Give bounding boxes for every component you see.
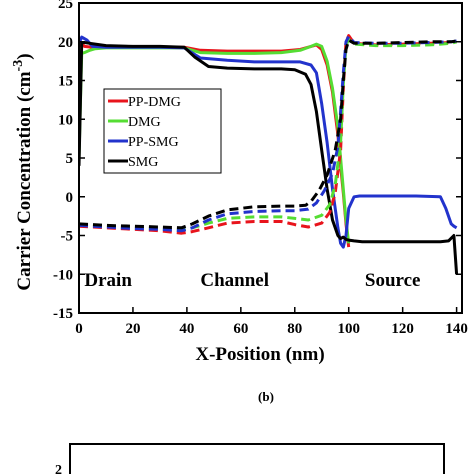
y-tick-label: -5 xyxy=(61,229,74,245)
panel-caption: (b) xyxy=(258,389,274,404)
y-axis-title-close: ) xyxy=(14,53,35,59)
series-line-smg xyxy=(79,41,459,275)
region-annotations: Drain Channel Source xyxy=(84,270,420,291)
next-panel-frame xyxy=(69,443,445,474)
region-label-drain: Drain xyxy=(84,270,132,291)
y-tick-label: 5 xyxy=(66,151,74,167)
x-tick-label: 0 xyxy=(75,321,83,337)
series-line-dashed-7 xyxy=(79,38,457,230)
next-panel-tick-label: 2 xyxy=(55,463,62,474)
y-axis-title: Carrier Concentration (cm-3) xyxy=(11,53,35,290)
svg-text:Carrier Concentration (cm-3): Carrier Concentration (cm-3) xyxy=(11,53,35,290)
series-group xyxy=(79,34,459,275)
x-tick-label: 60 xyxy=(233,321,248,337)
region-label-source: Source xyxy=(365,270,421,291)
y-tick-label: 20 xyxy=(58,35,73,51)
x-tick-label: 80 xyxy=(287,321,302,337)
y-tick-label: 10 xyxy=(58,112,73,128)
y-tick-label: -15 xyxy=(53,306,73,322)
legend-entry-pp-dmg: PP-DMG xyxy=(128,95,181,110)
legend: PP-DMG DMG PP-SMG SMG xyxy=(103,88,222,174)
y-axis-title-exponent: -3 xyxy=(11,60,26,72)
x-tick-label: 120 xyxy=(391,321,414,337)
x-tick-label: 140 xyxy=(445,321,468,337)
axis-ticks: -15 -10 -5 0 5 10 15 20 25 0 20 40 60 80 100 120 140 xyxy=(53,0,468,337)
series-line-dashed-6 xyxy=(79,34,457,233)
x-tick-label: 40 xyxy=(179,321,194,337)
x-tick-label: 20 xyxy=(125,321,140,337)
legend-entry-pp-smg: PP-SMG xyxy=(128,135,179,150)
region-label-channel: Channel xyxy=(200,270,269,291)
y-tick-label: -10 xyxy=(53,267,73,283)
x-tick-label: 100 xyxy=(337,321,360,337)
y-tick-label: 25 xyxy=(58,0,73,12)
legend-entry-dmg: DMG xyxy=(128,115,161,130)
y-tick-label: 15 xyxy=(58,74,73,90)
legend-entry-smg: SMG xyxy=(128,155,158,170)
legend-box xyxy=(103,88,222,174)
x-axis-title: X-Position (nm) xyxy=(195,344,324,365)
y-tick-label: 0 xyxy=(66,190,74,206)
plot-area xyxy=(78,2,463,314)
y-axis-title-text: Carrier Concentration (cm xyxy=(14,71,35,290)
